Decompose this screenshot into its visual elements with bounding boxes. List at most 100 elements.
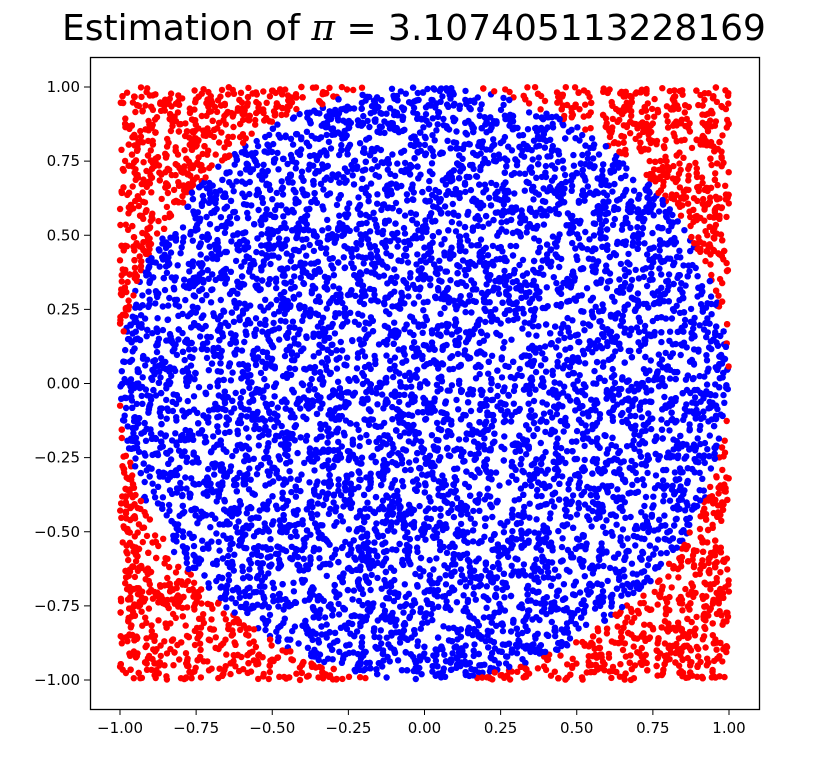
point-inside-circle <box>708 311 715 318</box>
point-outside-circle <box>191 606 198 613</box>
point-inside-circle <box>632 542 639 549</box>
point-inside-circle <box>720 391 727 399</box>
point-inside-circle <box>443 329 450 336</box>
point-inside-circle <box>357 210 364 217</box>
point-inside-circle <box>153 348 161 356</box>
point-inside-circle <box>258 231 265 238</box>
point-outside-circle <box>148 189 155 196</box>
point-outside-circle <box>144 85 151 92</box>
point-inside-circle <box>640 481 648 489</box>
point-inside-circle <box>630 187 638 194</box>
point-inside-circle <box>456 152 463 159</box>
point-inside-circle <box>291 365 299 373</box>
point-inside-circle <box>184 397 191 405</box>
point-inside-circle <box>576 372 583 379</box>
point-inside-circle <box>480 189 487 196</box>
point-inside-circle <box>493 585 500 592</box>
point-outside-circle <box>693 165 700 172</box>
point-outside-circle <box>524 84 531 91</box>
point-inside-circle <box>394 160 401 167</box>
point-inside-circle <box>293 234 300 242</box>
point-inside-circle <box>327 145 335 152</box>
point-inside-circle <box>214 236 221 244</box>
point-outside-circle <box>146 516 154 523</box>
point-inside-circle <box>344 146 351 153</box>
point-inside-circle <box>611 215 618 223</box>
point-inside-circle <box>389 416 396 423</box>
point-inside-circle <box>509 528 516 535</box>
point-outside-circle <box>617 661 624 668</box>
point-outside-circle <box>622 619 629 626</box>
point-inside-circle <box>148 374 155 382</box>
point-inside-circle <box>333 365 341 372</box>
point-outside-circle <box>164 574 171 582</box>
point-inside-circle <box>403 191 411 198</box>
point-inside-circle <box>387 357 394 365</box>
point-inside-circle <box>225 571 232 579</box>
point-inside-circle <box>678 280 685 287</box>
point-outside-circle <box>713 160 721 167</box>
point-inside-circle <box>582 228 589 236</box>
point-outside-circle <box>212 151 219 158</box>
point-inside-circle <box>533 516 540 523</box>
point-inside-circle <box>404 259 412 266</box>
point-inside-circle <box>514 631 522 638</box>
point-inside-circle <box>355 194 362 201</box>
point-inside-circle <box>122 346 129 354</box>
point-inside-circle <box>707 293 715 300</box>
point-inside-circle <box>539 257 546 264</box>
point-inside-circle <box>179 224 187 231</box>
point-inside-circle <box>336 220 343 227</box>
point-inside-circle <box>540 221 548 228</box>
point-inside-circle <box>592 220 599 227</box>
point-inside-circle <box>386 105 394 112</box>
point-inside-circle <box>582 360 589 367</box>
point-outside-circle <box>664 118 671 125</box>
point-inside-circle <box>686 421 693 428</box>
point-inside-circle <box>437 310 444 317</box>
point-inside-circle <box>684 477 691 485</box>
point-inside-circle <box>166 294 173 302</box>
point-inside-circle <box>470 652 477 660</box>
point-inside-circle <box>149 480 156 487</box>
point-inside-circle <box>460 592 467 599</box>
point-inside-circle <box>353 421 360 428</box>
point-outside-circle <box>537 106 544 113</box>
point-inside-circle <box>260 161 267 168</box>
point-inside-circle <box>371 156 378 164</box>
point-inside-circle <box>273 189 280 197</box>
point-inside-circle <box>474 212 481 220</box>
point-inside-circle <box>296 110 303 118</box>
point-inside-circle <box>479 669 486 676</box>
point-inside-circle <box>390 373 397 381</box>
point-inside-circle <box>676 247 683 254</box>
point-inside-circle <box>227 340 234 347</box>
point-inside-circle <box>541 343 549 350</box>
point-inside-circle <box>624 535 631 542</box>
point-inside-circle <box>199 537 206 544</box>
point-inside-circle <box>433 555 440 562</box>
point-outside-circle <box>143 532 151 540</box>
point-outside-circle <box>268 642 275 649</box>
point-inside-circle <box>267 211 274 218</box>
point-outside-circle <box>208 616 215 623</box>
point-inside-circle <box>634 290 642 297</box>
point-outside-circle <box>714 181 721 189</box>
point-inside-circle <box>543 284 550 291</box>
point-outside-circle <box>230 123 237 131</box>
point-inside-circle <box>562 346 569 353</box>
point-outside-circle <box>506 88 513 96</box>
point-inside-circle <box>391 354 399 361</box>
point-inside-circle <box>573 511 581 518</box>
point-outside-circle <box>326 84 333 92</box>
point-inside-circle <box>677 286 684 293</box>
point-inside-circle <box>658 338 665 346</box>
point-inside-circle <box>482 522 489 530</box>
point-inside-circle <box>207 299 215 306</box>
point-inside-circle <box>405 438 412 445</box>
point-inside-circle <box>450 513 458 521</box>
point-inside-circle <box>348 613 355 620</box>
point-inside-circle <box>139 292 146 299</box>
point-inside-circle <box>142 437 150 444</box>
point-outside-circle <box>172 171 179 179</box>
